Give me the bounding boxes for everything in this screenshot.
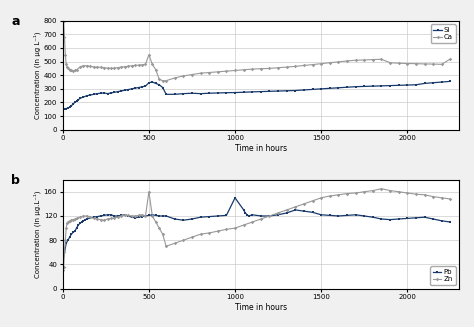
Y-axis label: Concentration (in μg L⁻¹): Concentration (in μg L⁻¹) <box>34 31 41 119</box>
Si <box>198 92 203 95</box>
Zn <box>206 231 212 235</box>
Text: b: b <box>11 174 20 187</box>
Zn <box>153 220 159 224</box>
Zn <box>447 197 453 201</box>
Si <box>88 93 93 97</box>
Pb <box>232 196 238 200</box>
Pb <box>447 220 453 224</box>
Zn <box>422 193 428 197</box>
Ca <box>63 53 68 57</box>
Legend: Si, Ca: Si, Ca <box>430 24 456 43</box>
Ca <box>224 69 229 73</box>
Legend: Pb, Zn: Pb, Zn <box>430 266 456 285</box>
Zn <box>379 187 384 191</box>
Pb <box>88 216 93 220</box>
Si <box>69 104 74 108</box>
Zn <box>62 250 67 254</box>
Zn <box>301 202 307 206</box>
Ca <box>61 19 66 23</box>
Ca <box>156 77 162 81</box>
Si <box>447 79 453 83</box>
Si <box>122 88 128 92</box>
Si <box>118 89 124 93</box>
Ca <box>60 39 65 43</box>
Pb <box>60 259 65 263</box>
X-axis label: Time in hours: Time in hours <box>235 303 287 312</box>
Ca <box>73 68 79 72</box>
Line: Zn: Zn <box>62 187 452 272</box>
Pb <box>189 217 195 221</box>
Ca <box>447 57 453 61</box>
Y-axis label: Concentration (in μg.L⁻¹): Concentration (in μg.L⁻¹) <box>34 190 41 278</box>
Si <box>75 98 81 102</box>
Ca <box>160 79 165 83</box>
Pb <box>91 215 97 219</box>
Zn <box>60 268 65 272</box>
Zn <box>105 217 110 221</box>
Pb <box>118 214 124 217</box>
Ca <box>430 62 436 66</box>
X-axis label: Time in hours: Time in hours <box>235 144 287 153</box>
Si <box>60 107 65 111</box>
Pb <box>198 215 203 219</box>
Line: Ca: Ca <box>62 20 452 82</box>
Line: Pb: Pb <box>61 197 452 263</box>
Pb <box>396 217 401 221</box>
Line: Si: Si <box>61 80 452 111</box>
Text: a: a <box>11 15 20 28</box>
Ca <box>404 61 410 65</box>
